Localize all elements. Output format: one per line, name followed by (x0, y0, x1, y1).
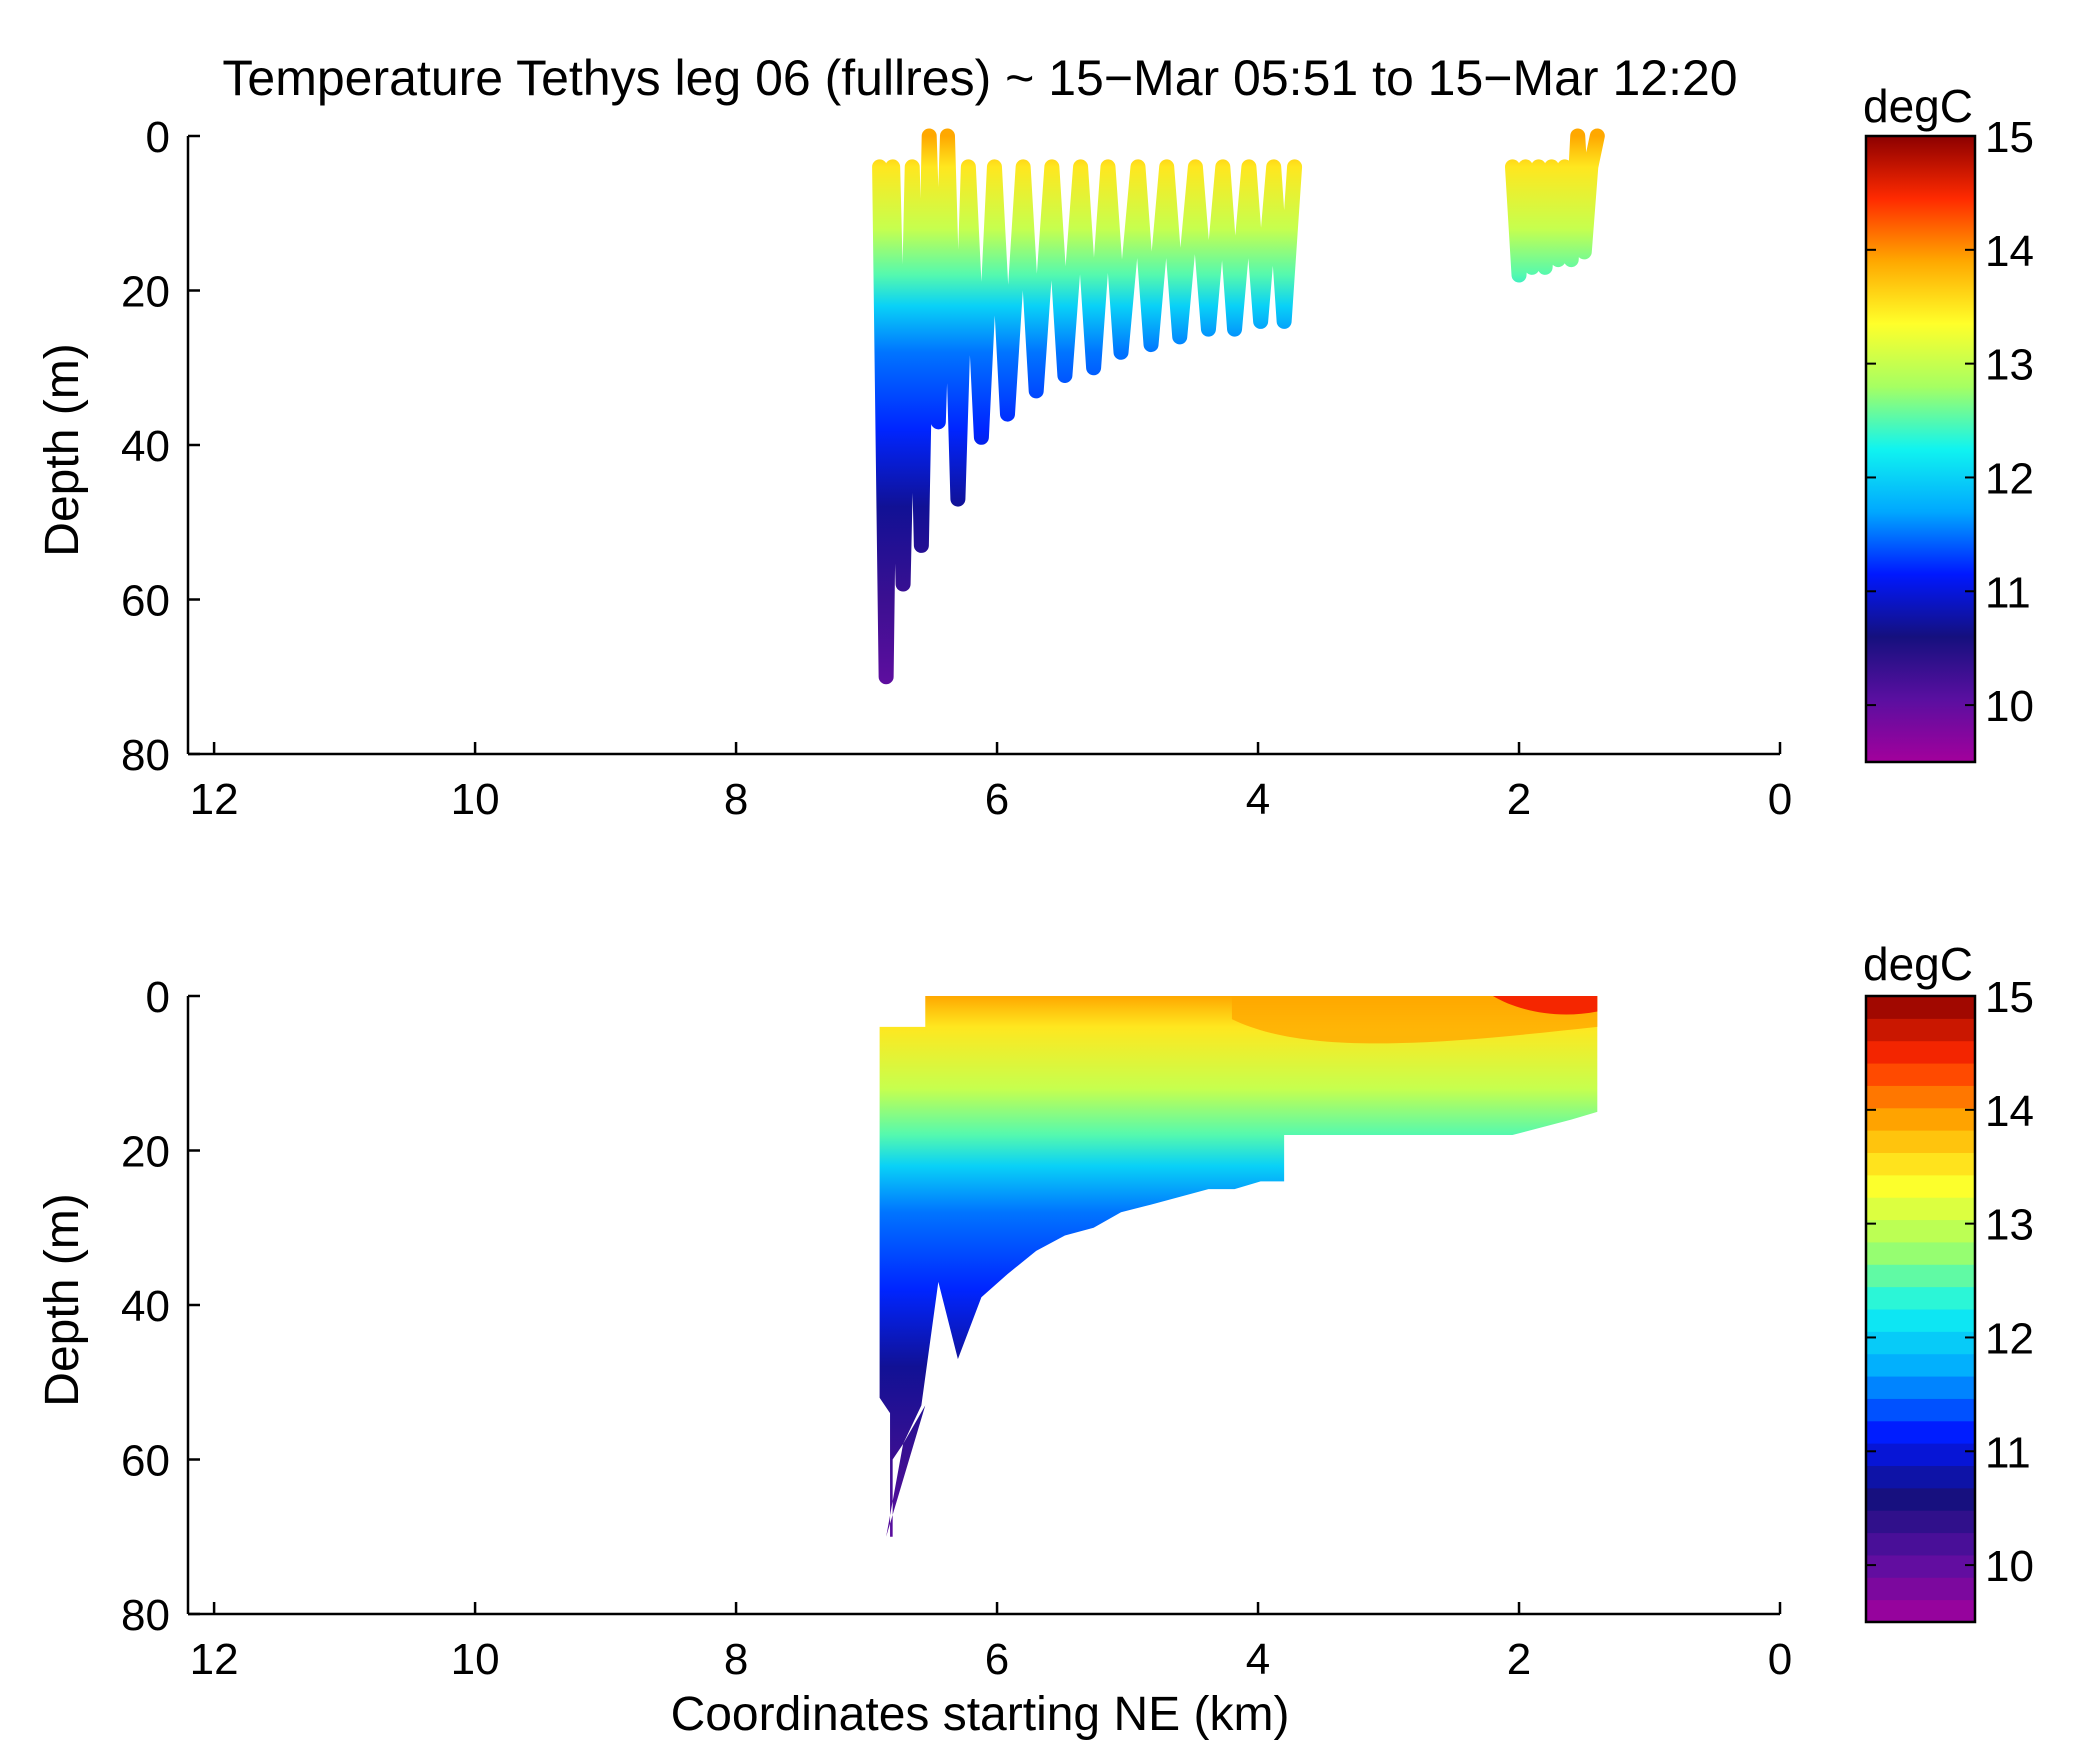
colorbar-frame (1864, 994, 1977, 1624)
colorbar-level (1866, 1241, 1975, 1265)
top-colorbar: 10 11 12 13 14 15 (1864, 113, 2034, 764)
x-tick-label: 12 (190, 775, 239, 824)
colorbar-level (1866, 1487, 1975, 1511)
y-tick-label: 20 (121, 268, 170, 317)
colorbar-level (1866, 1309, 1975, 1332)
colorbar-level (1866, 1599, 1975, 1623)
colorbar-level (1866, 996, 1975, 1019)
x-tick-label: 12 (190, 1635, 239, 1684)
colorbar-level (1866, 1353, 1975, 1377)
colorbar-frame (1864, 134, 1977, 764)
x-tick-label: 10 (451, 1635, 500, 1684)
y-tick-label: 60 (121, 1437, 170, 1486)
colorbar-tick-label: 14 (1985, 227, 2034, 276)
colorbar-tick-label: 12 (1985, 454, 2034, 503)
colorbar-tick-label: 13 (1985, 1201, 2034, 1250)
x-tick-label: 2 (1507, 775, 1531, 824)
x-tick-label: 4 (1246, 1635, 1270, 1684)
x-tick-label: 2 (1507, 1635, 1531, 1684)
colorbar-level (1866, 1152, 1975, 1176)
x-tick-label: 0 (1768, 775, 1792, 824)
bottom-xlabel: Coordinates starting NE (km) (671, 1688, 1290, 1741)
colorbar-level (1866, 1286, 1975, 1310)
y-tick-label: 20 (121, 1128, 170, 1177)
colorbar-level (1866, 1264, 1975, 1288)
colorbar-level (1866, 1465, 1975, 1489)
x-tick-label: 0 (1768, 1635, 1792, 1684)
top-ylabel: Depth (m) (36, 343, 89, 556)
colorbar-level (1866, 1107, 1975, 1131)
colorbar-level (1866, 1085, 1975, 1109)
x-tick-label: 4 (1246, 775, 1270, 824)
chart-title: Temperature Tethys leg 06 (fullres) ~ 15… (222, 50, 1737, 106)
colorbar-level (1866, 1443, 1975, 1466)
colorbar-tick-label: 12 (1985, 1314, 2034, 1363)
x-tick-label: 6 (985, 1635, 1009, 1684)
yo-track-1 (1504, 128, 1605, 283)
colorbar-tick-label: 13 (1985, 341, 2034, 390)
colorbar-level (1866, 1376, 1975, 1399)
temperature-section (879, 996, 1598, 1537)
top-plot-area (872, 128, 1605, 685)
y-tick-label: 60 (121, 577, 170, 626)
colorbar-level (1866, 1420, 1975, 1444)
warmest-patch (1492, 996, 1598, 1015)
colorbar-level (1866, 1130, 1975, 1153)
warm-surface-lens (1231, 996, 1598, 1044)
colorbar-level (1866, 1197, 1975, 1221)
yo-track-0 (872, 128, 1303, 685)
y-tick-label: 40 (121, 1282, 170, 1331)
colorbar-level (1866, 1510, 1975, 1534)
colorbar-level (1866, 1040, 1975, 1064)
top-colorbar-label: degC (1863, 80, 1973, 132)
colorbar-tick-label: 10 (1985, 1542, 2034, 1591)
colorbar-level (1866, 1331, 1975, 1355)
colorbar-tick-label: 10 (1985, 682, 2034, 731)
colorbar-level (1866, 1532, 1975, 1556)
colorbar-tick-label: 15 (1985, 113, 2034, 162)
colorbar-tick-label: 11 (1985, 1428, 2031, 1477)
colorbar-gradient (1866, 136, 1975, 762)
x-tick-label: 8 (724, 775, 748, 824)
x-tick-label: 10 (451, 775, 500, 824)
colorbar-tick-label: 15 (1985, 973, 2034, 1022)
y-tick-label: 80 (121, 731, 170, 780)
bottom-plot-area (879, 996, 1598, 1537)
colorbar-level (1866, 1577, 1975, 1601)
colorbar-level (1866, 1063, 1975, 1086)
bottom-ylabel: Depth (m) (36, 1193, 89, 1406)
x-tick-label: 8 (724, 1635, 748, 1684)
y-tick-label: 0 (146, 973, 170, 1022)
x-tick-label: 6 (985, 775, 1009, 824)
y-tick-label: 0 (146, 113, 170, 162)
y-tick-label: 80 (121, 1591, 170, 1640)
bottom-colorbar-label: degC (1863, 938, 1973, 990)
colorbar-level (1866, 1018, 1975, 1042)
colorbar-tick-label: 11 (1985, 568, 2031, 617)
colorbar-level (1866, 1554, 1975, 1578)
colorbar-level (1866, 1219, 1975, 1243)
colorbar-tick-label: 14 (1985, 1087, 2034, 1136)
bottom-colorbar: 10 11 12 13 14 15 (1864, 973, 2034, 1624)
y-tick-label: 40 (121, 422, 170, 471)
colorbar-level (1866, 1398, 1975, 1422)
colorbar-level (1866, 1174, 1975, 1198)
